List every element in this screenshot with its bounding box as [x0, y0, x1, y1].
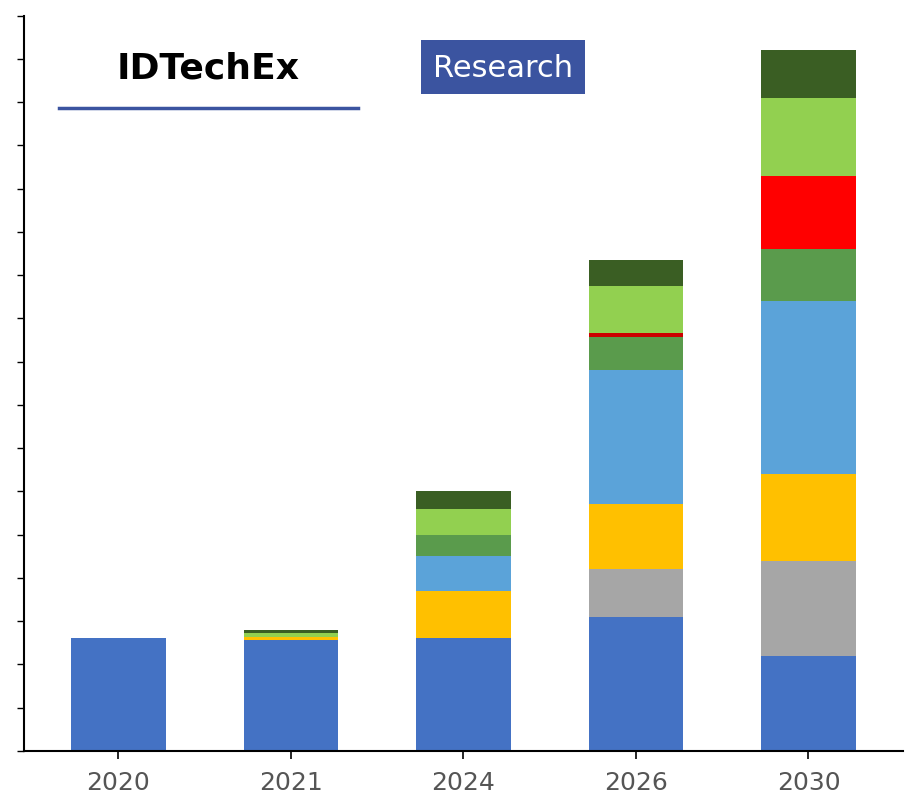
Bar — [760, 561, 855, 656]
Bar — [760, 99, 855, 177]
Bar — [760, 51, 855, 99]
Bar — [415, 509, 510, 535]
Bar — [415, 556, 510, 591]
Bar — [760, 250, 855, 302]
Bar — [244, 630, 338, 633]
Bar — [588, 371, 683, 504]
Bar — [760, 656, 855, 751]
Bar — [71, 638, 165, 751]
Bar — [415, 591, 510, 638]
Bar — [760, 302, 855, 474]
Text: IDTechEx: IDTechEx — [117, 51, 300, 85]
Bar — [588, 333, 683, 338]
Bar — [415, 638, 510, 751]
Bar — [760, 474, 855, 561]
Bar — [415, 535, 510, 556]
Text: Research: Research — [433, 54, 573, 83]
Bar — [244, 637, 338, 641]
Bar — [588, 338, 683, 371]
Bar — [244, 633, 338, 637]
Bar — [588, 260, 683, 286]
Bar — [588, 286, 683, 333]
Bar — [588, 504, 683, 569]
Bar — [588, 617, 683, 751]
Bar — [588, 569, 683, 617]
Bar — [415, 491, 510, 509]
Bar — [760, 177, 855, 250]
Bar — [244, 641, 338, 751]
